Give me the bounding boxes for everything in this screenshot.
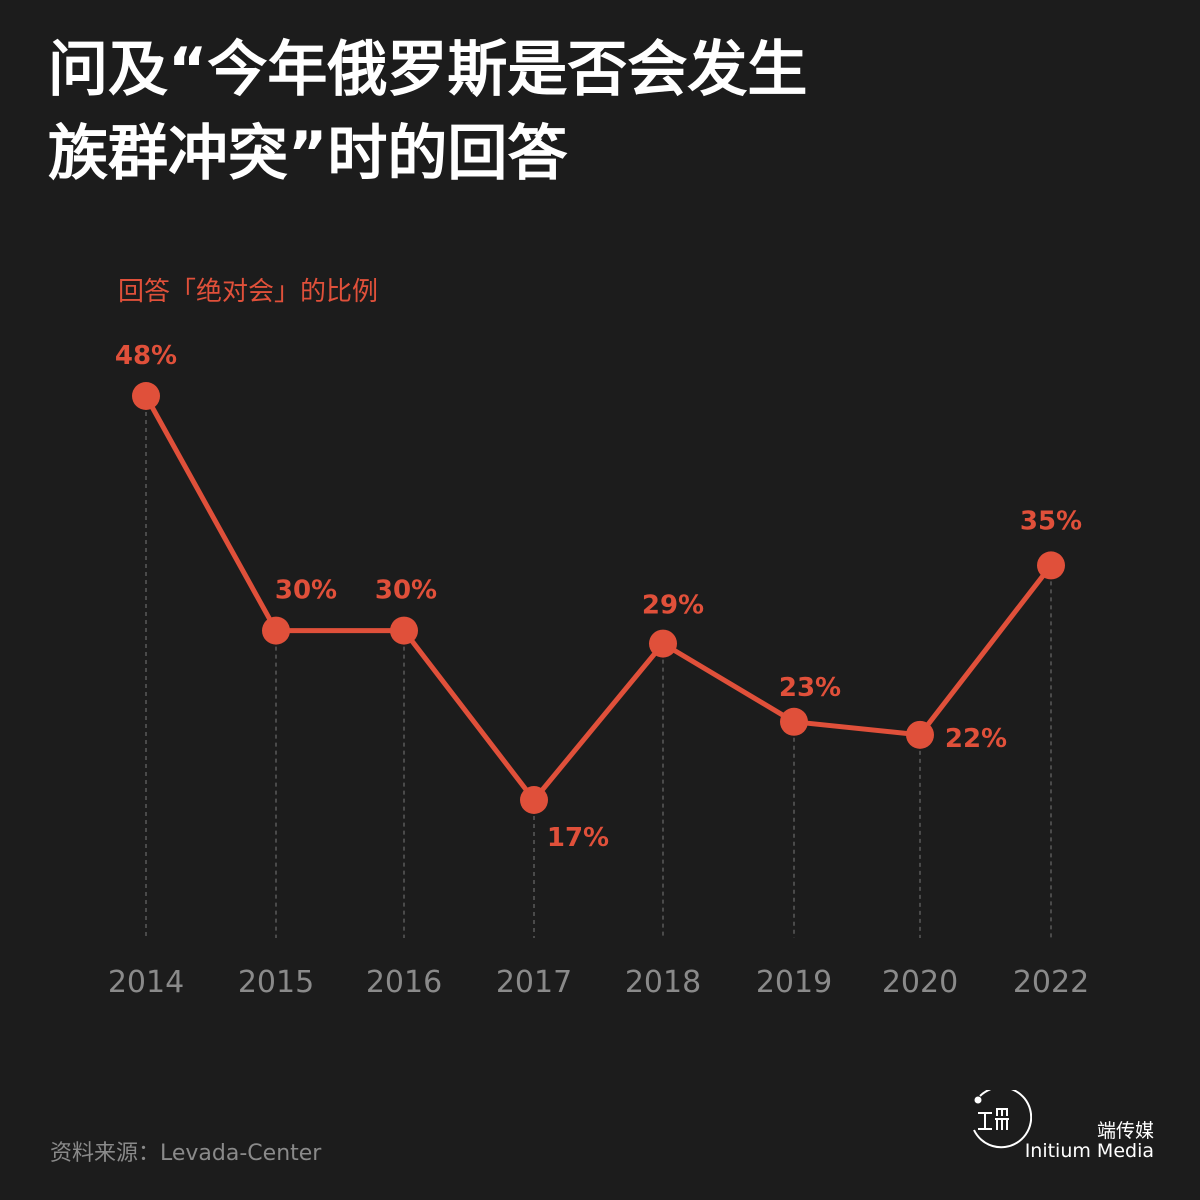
data-point <box>262 616 290 645</box>
x-tick-label: 2014 <box>108 965 184 1000</box>
x-tick-label: 2020 <box>882 965 958 1000</box>
initium-logo-icon <box>973 1090 1032 1149</box>
x-tick-labels: 2014 2015 2016 2017 2018 2019 2020 2022 <box>108 965 1089 1000</box>
data-point <box>906 720 934 749</box>
x-tick-label: 2015 <box>238 965 314 1000</box>
series-line <box>143 394 1053 803</box>
data-point <box>132 382 160 410</box>
data-point <box>1037 551 1065 580</box>
data-point <box>780 707 808 736</box>
chart-title-line-2: 族群冲突”时的回答 <box>48 119 568 189</box>
data-label: 48% <box>115 341 177 371</box>
series-line-layer <box>143 394 1053 803</box>
chart-title: 问及“今年俄罗斯是否会发生 族群冲突”时的回答 <box>48 28 807 196</box>
chart-title-line-1: 问及“今年俄罗斯是否会发生 <box>48 35 808 105</box>
source-note: 资料来源：Levada-Center <box>50 1141 322 1166</box>
data-labels: 48% 30% 30% 17% 29% 23% 22% 35% <box>115 341 1082 853</box>
data-label: 30% <box>275 576 337 606</box>
guide-lines <box>145 396 1052 938</box>
data-label: 22% <box>945 724 1007 754</box>
data-point <box>520 786 548 814</box>
data-label: 23% <box>779 673 841 703</box>
data-label: 17% <box>547 823 609 853</box>
brand-name: 端传媒 <box>1096 1120 1154 1142</box>
x-tick-label: 2022 <box>1013 965 1089 1000</box>
y-axis-label: 回答「绝对会」的比例 <box>118 277 378 307</box>
data-point <box>390 616 418 645</box>
brand-name-en: Initium Media <box>1024 1140 1154 1162</box>
data-label: 35% <box>1020 506 1082 536</box>
data-label: 30% <box>375 576 437 606</box>
data-point <box>649 629 677 658</box>
x-tick-label: 2017 <box>496 965 572 1000</box>
data-label: 29% <box>642 591 704 621</box>
data-points <box>132 382 1065 814</box>
x-tick-label: 2018 <box>625 965 701 1000</box>
x-tick-label: 2019 <box>756 965 832 1000</box>
x-tick-label: 2016 <box>366 965 442 1000</box>
brand-logo: 端传媒 Initium Media <box>970 1090 1160 1170</box>
